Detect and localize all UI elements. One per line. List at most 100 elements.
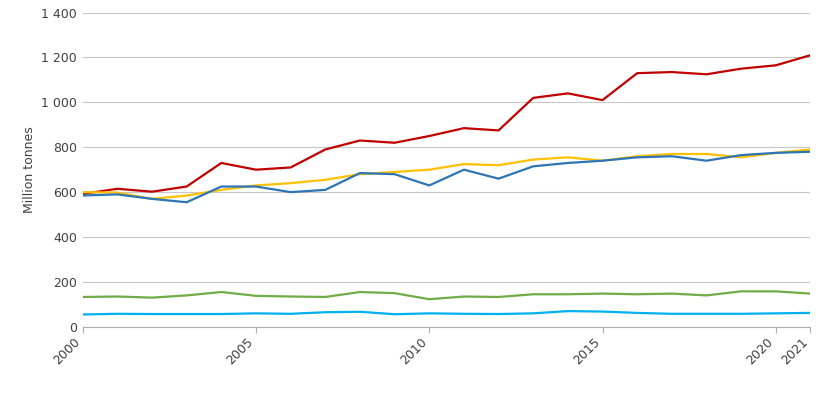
Maize (corn)	[771, 63, 781, 68]
Barley	[459, 294, 469, 299]
Barley	[112, 294, 122, 299]
Maize (corn)	[459, 126, 469, 131]
Sorghum	[528, 311, 538, 316]
Rice	[701, 151, 711, 156]
Barley	[667, 291, 676, 296]
Wheat	[598, 158, 608, 163]
Wheat	[320, 187, 330, 192]
Wheat	[424, 183, 434, 188]
Maize (corn)	[667, 70, 676, 75]
Rice	[251, 183, 261, 188]
Sorghum	[217, 311, 227, 316]
Sorghum	[285, 311, 295, 316]
Barley	[528, 292, 538, 297]
Sorghum	[251, 311, 261, 316]
Maize (corn)	[736, 66, 746, 71]
Barley	[632, 292, 642, 297]
Sorghum	[147, 311, 157, 316]
Maize (corn)	[528, 96, 538, 101]
Barley	[251, 293, 261, 298]
Rice	[736, 155, 746, 160]
Sorghum	[736, 311, 746, 316]
Sorghum	[112, 311, 122, 316]
Rice	[112, 190, 122, 195]
Barley	[182, 293, 192, 298]
Wheat	[701, 158, 711, 163]
Barley	[285, 294, 295, 299]
Barley	[736, 289, 746, 294]
Maize (corn)	[355, 138, 365, 143]
Wheat	[494, 176, 504, 181]
Wheat	[390, 172, 399, 177]
Barley	[563, 292, 573, 297]
Barley	[424, 297, 434, 302]
Rice	[390, 169, 399, 174]
Wheat	[667, 154, 676, 159]
Rice	[598, 158, 608, 163]
Barley	[494, 295, 504, 300]
Sorghum	[771, 311, 781, 316]
Barley	[78, 295, 88, 300]
Rice	[355, 172, 365, 177]
Barley	[598, 291, 608, 296]
Barley	[355, 290, 365, 295]
Rice	[320, 177, 330, 182]
Maize (corn)	[494, 128, 504, 133]
Rice	[459, 162, 469, 167]
Maize (corn)	[112, 186, 122, 191]
Sorghum	[320, 310, 330, 315]
Rice	[667, 151, 676, 156]
Rice	[805, 147, 815, 152]
Maize (corn)	[251, 167, 261, 172]
Line: Maize (corn): Maize (corn)	[83, 55, 810, 194]
Sorghum	[182, 311, 192, 316]
Wheat	[251, 184, 261, 189]
Sorghum	[563, 308, 573, 313]
Line: Sorghum: Sorghum	[83, 311, 810, 315]
Barley	[217, 290, 227, 295]
Wheat	[217, 184, 227, 189]
Wheat	[736, 153, 746, 158]
Sorghum	[805, 310, 815, 316]
Wheat	[355, 171, 365, 176]
Maize (corn)	[182, 184, 192, 189]
Maize (corn)	[632, 71, 642, 76]
Sorghum	[632, 310, 642, 316]
Wheat	[632, 155, 642, 160]
Rice	[563, 155, 573, 160]
Wheat	[563, 160, 573, 166]
Rice	[217, 187, 227, 192]
Maize (corn)	[390, 140, 399, 145]
Rice	[494, 163, 504, 168]
Barley	[805, 291, 815, 296]
Maize (corn)	[424, 134, 434, 139]
Rice	[424, 167, 434, 172]
Barley	[701, 293, 711, 298]
Sorghum	[701, 311, 711, 316]
Wheat	[771, 150, 781, 155]
Barley	[390, 291, 399, 296]
Maize (corn)	[217, 160, 227, 166]
Rice	[285, 181, 295, 186]
Rice	[528, 157, 538, 162]
Maize (corn)	[147, 189, 157, 194]
Wheat	[147, 197, 157, 202]
Barley	[771, 289, 781, 294]
Rice	[147, 197, 157, 202]
Maize (corn)	[805, 53, 815, 58]
Wheat	[78, 193, 88, 198]
Maize (corn)	[598, 98, 608, 103]
Wheat	[805, 149, 815, 154]
Barley	[320, 295, 330, 300]
Rice	[182, 193, 192, 198]
Maize (corn)	[563, 91, 573, 96]
Maize (corn)	[320, 147, 330, 152]
Wheat	[285, 190, 295, 195]
Wheat	[528, 164, 538, 169]
Wheat	[459, 167, 469, 172]
Maize (corn)	[285, 165, 295, 170]
Maize (corn)	[701, 72, 711, 77]
Wheat	[112, 192, 122, 197]
Sorghum	[390, 312, 399, 317]
Sorghum	[78, 312, 88, 317]
